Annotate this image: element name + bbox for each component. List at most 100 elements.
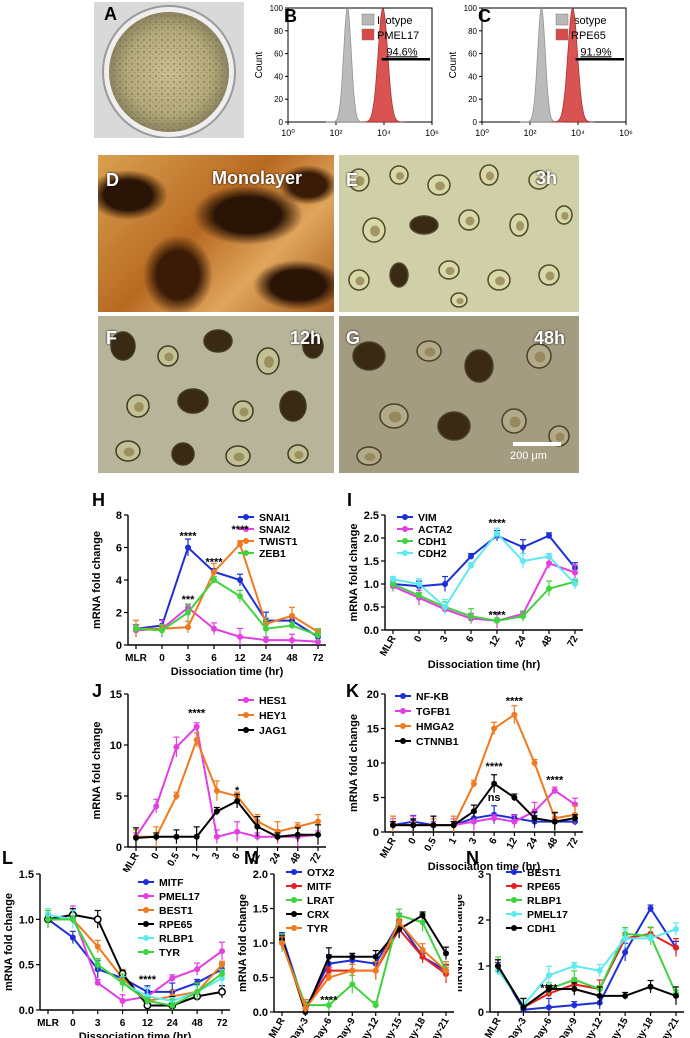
x-tick-label: 10⁶	[425, 128, 439, 138]
y-tick-label: 0	[373, 827, 379, 839]
data-point	[325, 953, 332, 960]
micrograph-label-12h: 12h	[290, 328, 322, 348]
x-tick-label: 72	[309, 851, 324, 867]
legend-marker	[400, 723, 406, 729]
y-tick-label: 2.0	[253, 869, 268, 881]
data-point	[185, 624, 191, 631]
x-tick-label: 48	[545, 836, 560, 852]
x-tick-label: 6	[230, 851, 243, 862]
y-tick-label: 1.0	[19, 914, 34, 926]
cell-nucleus	[134, 402, 144, 412]
significance-label: ****	[506, 695, 524, 707]
y-tick-label: 80	[468, 27, 477, 36]
data-point	[390, 581, 396, 587]
series-line-mitf	[47, 918, 223, 993]
data-point	[491, 815, 498, 822]
panel-letter-b: B	[284, 6, 297, 26]
data-point	[511, 711, 518, 718]
x-tick-label: 10⁰	[281, 128, 295, 138]
legend-label-cdh1: CDH1	[527, 923, 556, 935]
cell-nucleus	[164, 352, 174, 362]
legend-marker	[511, 911, 517, 917]
data-point	[218, 987, 226, 996]
x-tick-label: 3	[210, 851, 223, 862]
significance-label: ****	[179, 530, 197, 542]
legend-marker	[143, 949, 149, 955]
y-tick-label: 2.0	[364, 533, 379, 545]
data-point	[234, 828, 241, 835]
data-point	[213, 787, 220, 794]
x-tick-label: 12	[248, 851, 263, 867]
legend-swatch-pmel17	[361, 28, 375, 41]
data-point	[396, 912, 403, 919]
y-tick-label: 40	[468, 72, 477, 81]
cell	[464, 349, 494, 383]
data-point	[263, 637, 269, 644]
x-tick-label: 6	[211, 653, 217, 664]
y-tick-label: 6	[116, 543, 122, 555]
legend-label-pmel17: PMEL17	[527, 909, 568, 921]
dish-illustration	[94, 2, 244, 138]
data-point	[546, 532, 552, 539]
x-tick-label: 3	[185, 653, 191, 664]
legend-label-hmga2: HMGA2	[416, 721, 454, 733]
data-point	[419, 912, 426, 919]
y-tick-label: 0.5	[19, 960, 34, 972]
data-point	[237, 541, 243, 548]
legend-marker	[400, 738, 406, 744]
x-tick-label: 6	[464, 634, 477, 645]
data-point	[520, 558, 526, 564]
legend-label-nf-kb: NF-KB	[416, 691, 449, 703]
x-tick-label: 1	[190, 851, 203, 862]
data-point	[546, 553, 552, 560]
cell-nucleus	[123, 447, 135, 457]
data-point	[211, 577, 217, 583]
data-point	[647, 935, 654, 942]
y-tick-label: 10	[110, 740, 122, 752]
data-point	[234, 798, 241, 805]
x-tick-label: 6	[487, 836, 500, 847]
legend-marker	[143, 879, 149, 885]
data-point	[531, 815, 538, 822]
data-point	[279, 940, 285, 946]
data-point	[133, 834, 139, 841]
micrograph-48h	[339, 316, 579, 473]
data-point	[294, 831, 301, 838]
x-tick-label: MLR	[267, 1015, 288, 1038]
data-point	[551, 787, 558, 794]
series-line-jag1	[135, 799, 318, 839]
data-point	[159, 627, 165, 634]
y-tick-label: 0	[473, 118, 478, 127]
data-point	[119, 979, 126, 986]
series-line-snai1	[135, 545, 319, 638]
data-point	[173, 744, 180, 751]
legend-label-best1: BEST1	[527, 867, 561, 879]
legend-label-acta2: ACTA2	[418, 524, 452, 536]
x-tick-label: 24	[514, 634, 529, 650]
legend-label-best1: BEST1	[159, 905, 193, 917]
x-tick-label: Day-6	[531, 1016, 554, 1038]
legend-label-rpe65: RPE65	[571, 30, 606, 42]
significance-label: ns	[488, 792, 501, 804]
data-point	[396, 919, 403, 926]
data-point	[315, 818, 321, 825]
data-point	[263, 625, 269, 632]
legend-marker	[291, 869, 297, 875]
data-point	[416, 581, 422, 587]
panel-letter-e: E	[346, 170, 359, 190]
cells-3h-illustration	[348, 164, 573, 308]
cell	[389, 262, 409, 288]
legend-label-twist1: TWIST1	[259, 536, 298, 548]
cell	[110, 331, 136, 361]
y-tick-label: 0	[116, 640, 122, 652]
data-point	[254, 823, 261, 830]
cell-nucleus	[435, 181, 445, 191]
series-line-best1	[497, 906, 677, 1011]
y-tick-label: 1.5	[253, 904, 268, 916]
data-point	[545, 972, 552, 979]
micrograph-monolayer	[98, 155, 334, 312]
legend-label-rlbp1: RLBP1	[159, 933, 194, 945]
x-tick-label: 6	[120, 1018, 126, 1029]
